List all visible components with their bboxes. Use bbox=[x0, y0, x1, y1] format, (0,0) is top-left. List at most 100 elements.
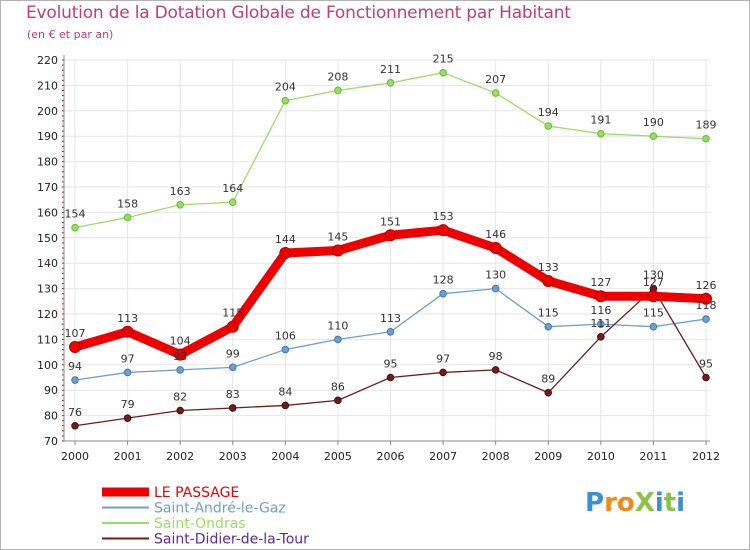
x-tick-label: 2007 bbox=[429, 450, 457, 463]
x-tick-label: 2004 bbox=[271, 450, 299, 463]
legend-label: Saint-André-le-Gaz bbox=[154, 501, 286, 517]
data-point bbox=[491, 284, 500, 293]
data-point bbox=[491, 89, 500, 97]
data-label: 107 bbox=[65, 327, 86, 340]
data-point bbox=[544, 322, 553, 331]
data-label: 191 bbox=[590, 114, 611, 127]
data-label: 118 bbox=[696, 299, 717, 312]
y-tick-label: 220 bbox=[37, 54, 58, 67]
data-point bbox=[491, 366, 500, 374]
x-tick-label: 2006 bbox=[377, 450, 405, 463]
proxiti-logo: ProXiti bbox=[585, 488, 685, 518]
data-label: 145 bbox=[327, 231, 348, 244]
data-point bbox=[281, 345, 290, 354]
data-point bbox=[544, 388, 553, 397]
data-point bbox=[279, 247, 292, 260]
y-tick-label: 210 bbox=[37, 79, 58, 92]
data-label: 115 bbox=[643, 307, 664, 320]
x-tick-label: 2003 bbox=[219, 450, 247, 463]
data-label: 146 bbox=[485, 228, 506, 241]
data-label: 127 bbox=[590, 276, 611, 289]
data-label: 115 bbox=[538, 307, 559, 320]
y-tick-label: 80 bbox=[44, 410, 58, 423]
data-point bbox=[439, 368, 447, 377]
data-label: 98 bbox=[173, 350, 187, 363]
data-point bbox=[437, 224, 450, 237]
data-point bbox=[439, 289, 447, 298]
data-point bbox=[123, 414, 132, 422]
data-point bbox=[334, 86, 342, 95]
logo-letter: t bbox=[663, 488, 677, 518]
data-point bbox=[702, 134, 710, 143]
data-point bbox=[649, 132, 658, 140]
data-label: 130 bbox=[485, 269, 506, 282]
legend-label: Saint-Didier-de-la-Tour bbox=[154, 532, 309, 548]
x-tick-label: 2010 bbox=[587, 450, 615, 463]
data-label: 95 bbox=[384, 358, 398, 371]
data-label: 190 bbox=[643, 116, 664, 129]
data-point bbox=[123, 368, 132, 377]
data-point bbox=[176, 366, 184, 374]
data-label: 154 bbox=[65, 208, 86, 221]
data-label: 130 bbox=[643, 269, 664, 282]
data-point bbox=[228, 363, 237, 372]
data-label: 127 bbox=[643, 276, 664, 289]
data-point bbox=[544, 122, 553, 130]
x-tick-label: 2005 bbox=[324, 450, 352, 463]
x-tick-label: 2001 bbox=[114, 450, 142, 463]
data-label: 83 bbox=[226, 388, 240, 401]
x-tick-label: 2011 bbox=[639, 450, 667, 463]
data-point bbox=[386, 373, 395, 382]
y-tick-label: 70 bbox=[44, 435, 58, 448]
data-point bbox=[281, 96, 290, 105]
logo-letter: X bbox=[634, 488, 655, 518]
data-point bbox=[386, 327, 395, 336]
data-point bbox=[228, 198, 237, 207]
data-label: 76 bbox=[68, 406, 82, 419]
data-label: 89 bbox=[541, 373, 555, 386]
data-point bbox=[176, 406, 184, 415]
logo-letter: r bbox=[604, 488, 617, 518]
data-label: 116 bbox=[590, 304, 611, 317]
data-label: 126 bbox=[696, 279, 717, 292]
data-point bbox=[123, 213, 132, 222]
data-point bbox=[334, 335, 342, 344]
x-tick-label: 2000 bbox=[61, 450, 89, 463]
data-label: 79 bbox=[121, 398, 135, 411]
data-label: 97 bbox=[436, 352, 450, 365]
data-point bbox=[71, 376, 79, 384]
data-point bbox=[281, 401, 290, 410]
legend-label: LE PASSAGE bbox=[154, 485, 239, 501]
data-point bbox=[331, 244, 344, 257]
logo-letter: P bbox=[585, 488, 605, 518]
data-label: 163 bbox=[170, 185, 191, 198]
data-point bbox=[334, 396, 342, 405]
data-point bbox=[226, 320, 239, 333]
logo-letter: i bbox=[676, 488, 686, 518]
chart-title: Evolution de la Dotation Globale de Fonc… bbox=[26, 3, 571, 23]
y-tick-label: 110 bbox=[37, 333, 58, 346]
y-tick-label: 190 bbox=[37, 130, 58, 143]
data-point bbox=[702, 373, 710, 382]
data-label: 99 bbox=[226, 347, 240, 360]
y-tick-label: 120 bbox=[37, 308, 58, 321]
data-label: 164 bbox=[222, 182, 243, 195]
y-tick-label: 140 bbox=[37, 257, 58, 270]
data-point bbox=[597, 333, 605, 341]
data-point bbox=[649, 322, 658, 331]
data-label: 215 bbox=[433, 53, 454, 66]
data-point bbox=[69, 341, 81, 354]
logo-letter: o bbox=[616, 488, 635, 518]
y-tick-label: 130 bbox=[37, 283, 58, 296]
data-label: 82 bbox=[173, 391, 187, 404]
data-point bbox=[702, 315, 710, 323]
data-label: 158 bbox=[117, 197, 138, 210]
logo-letter: i bbox=[654, 488, 664, 518]
data-point bbox=[176, 200, 184, 209]
data-label: 97 bbox=[121, 352, 135, 365]
data-point bbox=[439, 68, 447, 77]
data-label: 95 bbox=[699, 358, 713, 371]
y-tick-label: 170 bbox=[37, 181, 58, 194]
data-label: 84 bbox=[278, 385, 292, 398]
